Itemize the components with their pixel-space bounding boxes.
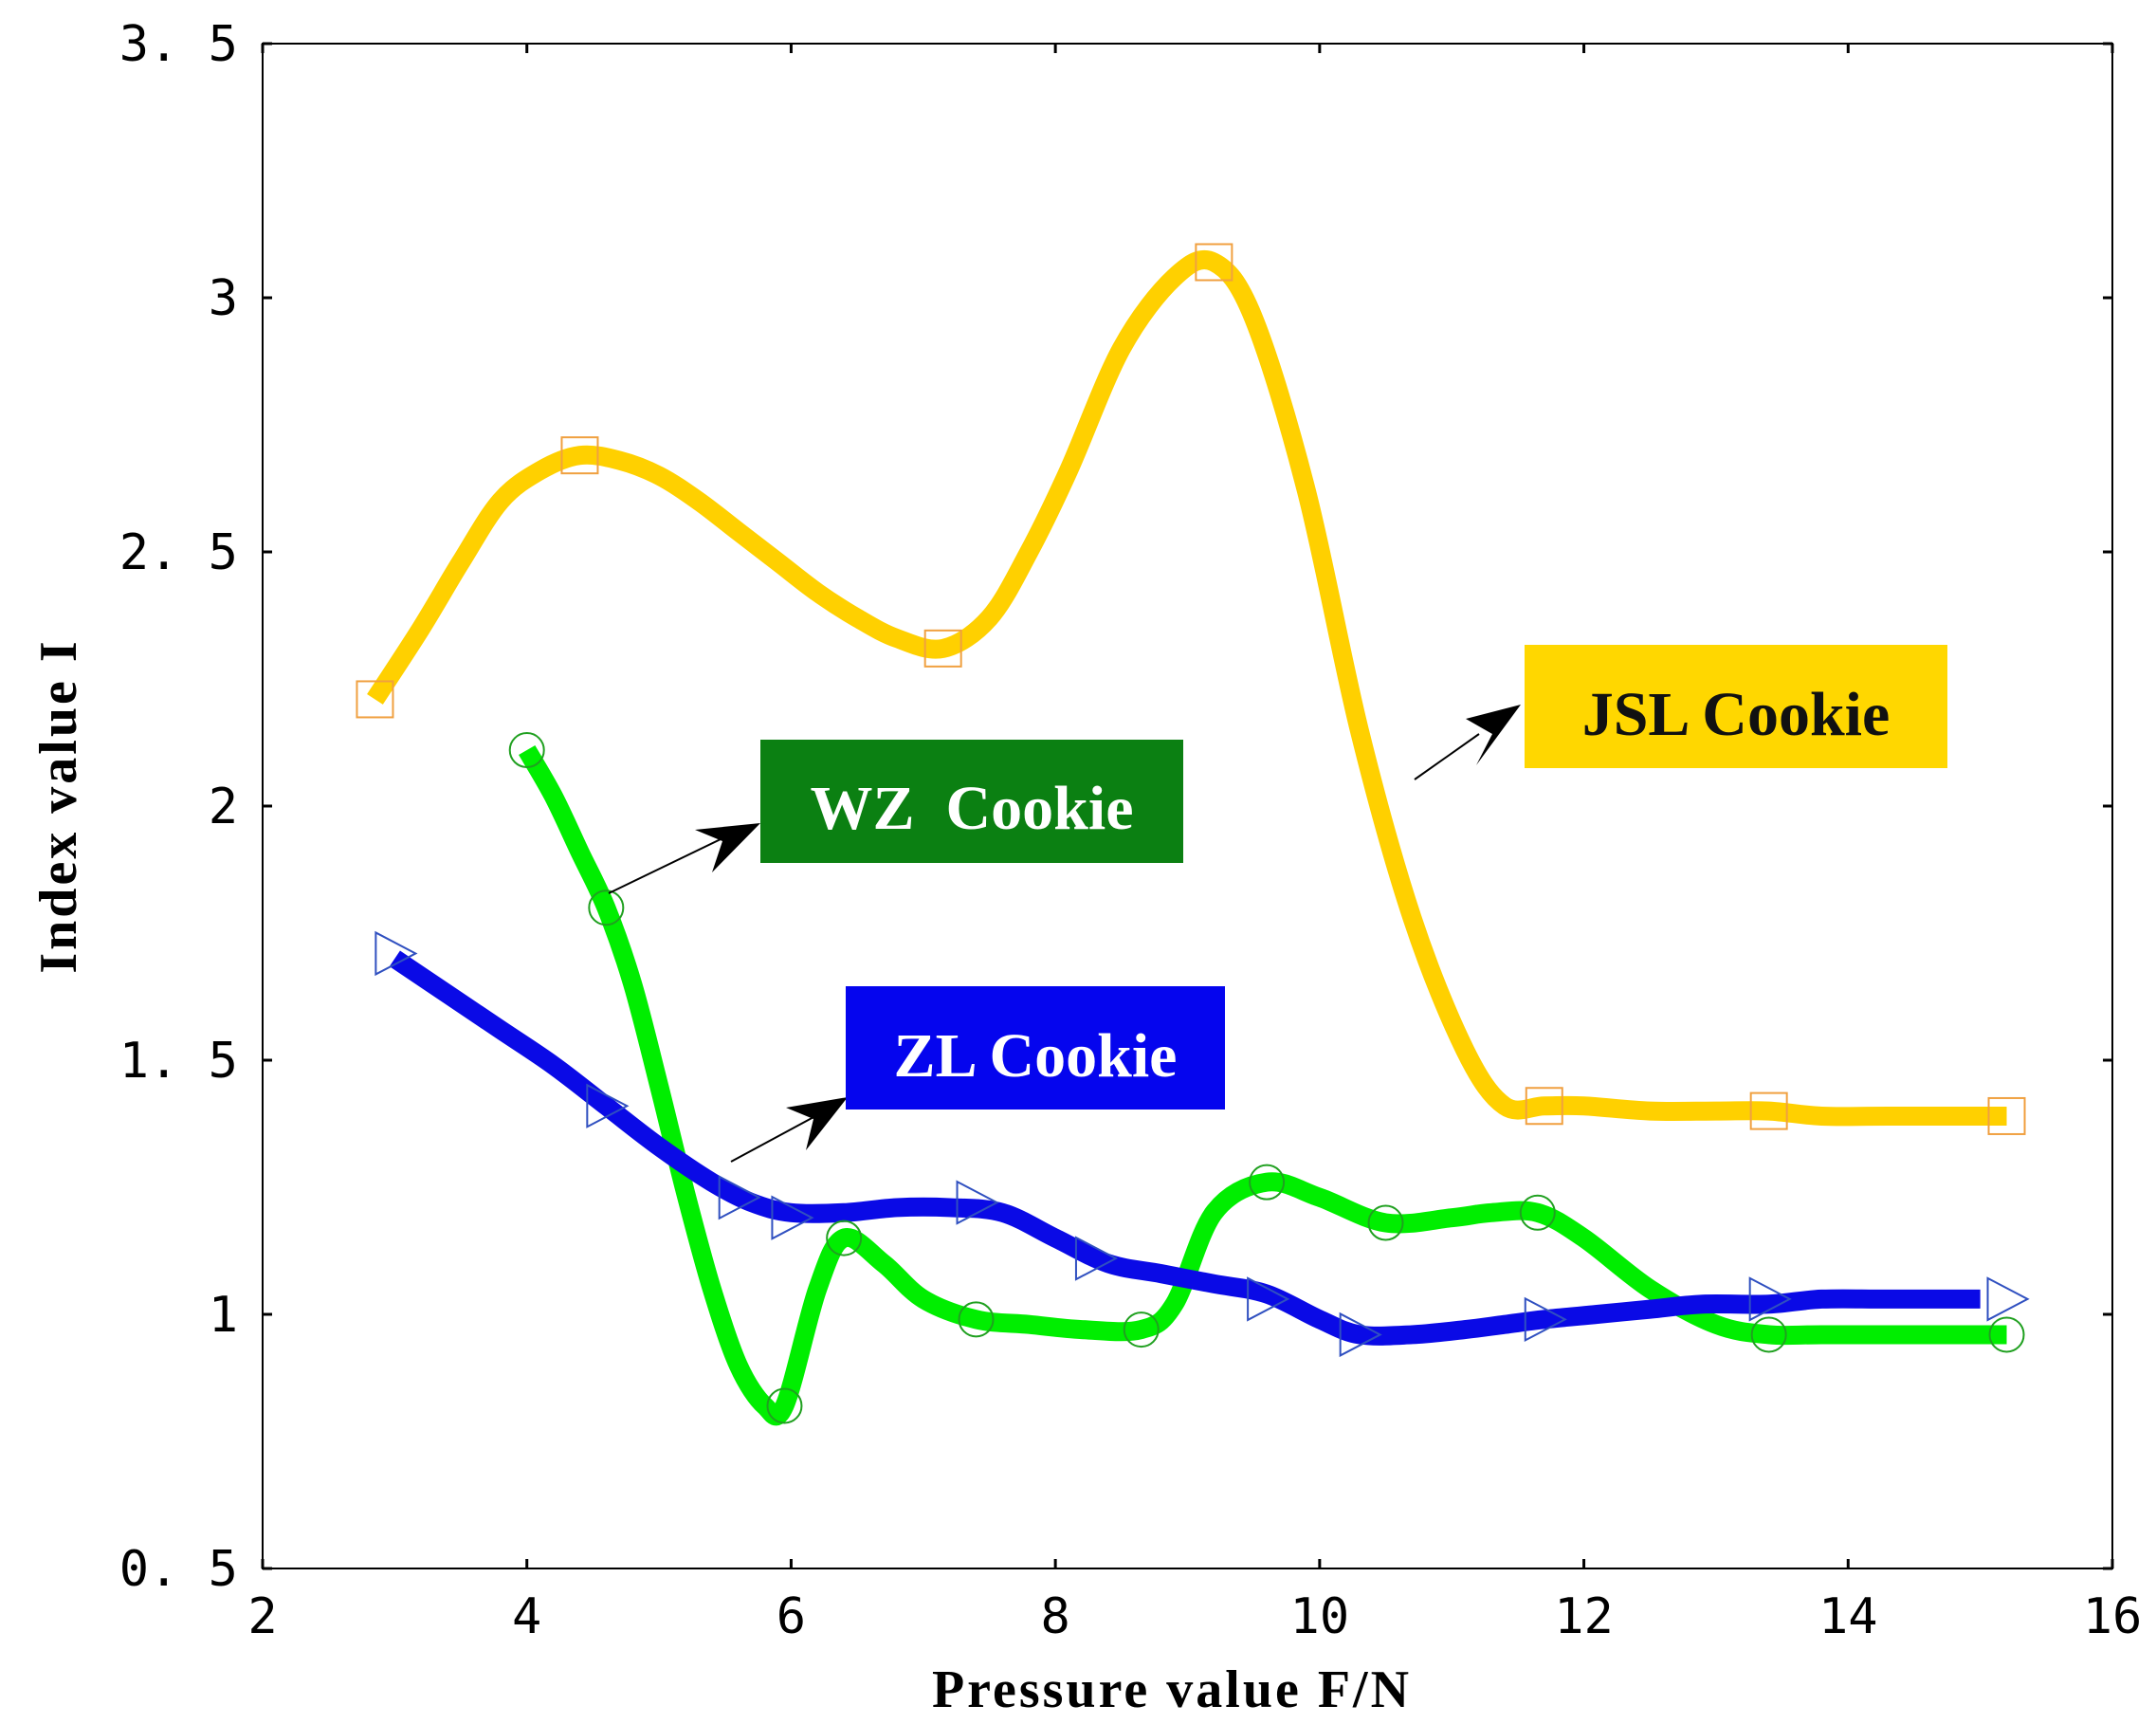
- zl-cookie-marker: [1986, 1276, 2030, 1322]
- x-tick-label: 8: [1040, 1588, 1069, 1645]
- zl-cookie-marker: [771, 1195, 814, 1240]
- x-axis-title: Pressure value F/N: [932, 1660, 1412, 1719]
- wz-cookie-marker: [766, 1387, 803, 1424]
- jsl-cookie-arrowhead: [1466, 705, 1521, 765]
- wz-cookie-marker: [508, 732, 545, 769]
- zl-cookie-marker: [586, 1083, 630, 1128]
- x-tick-label: 14: [1818, 1588, 1878, 1645]
- jsl-cookie-marker: [1749, 1091, 1788, 1130]
- y-tick-label: 3: [209, 270, 238, 327]
- zl-cookie-series-line: [389, 950, 1981, 1346]
- x-tick-label: 6: [777, 1588, 806, 1645]
- wz-cookie-marker: [958, 1301, 995, 1338]
- zl-cookie-marker: [956, 1180, 999, 1225]
- series-layer: [367, 249, 2007, 1426]
- zl-cookie-arrowhead: [786, 1097, 848, 1150]
- jsl-cookie-marker: [1987, 1096, 2026, 1135]
- x-tick-label: 4: [512, 1588, 541, 1645]
- wz-cookie-label: WZ Cookie: [810, 774, 1133, 843]
- jsl-cookie-marker: [923, 629, 962, 668]
- zl-cookie-marker: [1074, 1236, 1119, 1281]
- y-tick-label: 1: [209, 1287, 238, 1344]
- jsl-cookie-marker: [1525, 1087, 1563, 1126]
- y-tick-label: 3. 5: [119, 16, 238, 73]
- axis-tick-labels: 2 4 6 8 10 12 14 16 0. 5 1 1. 5 2 2. 5 3 3. 5: [119, 16, 2143, 1645]
- wz-cookie-marker: [1519, 1194, 1556, 1231]
- zl-cookie-marker: [718, 1175, 761, 1220]
- jsl-cookie-marker: [560, 436, 599, 475]
- x-tick-label: 2: [247, 1588, 277, 1645]
- y-tick-label: 0. 5: [119, 1541, 238, 1598]
- x-tick-label: 12: [1554, 1588, 1614, 1645]
- wz-cookie-marker: [826, 1220, 863, 1256]
- jsl-cookie-arrow-line: [1414, 733, 1480, 780]
- wz-cookie-marker: [588, 890, 625, 926]
- zl-cookie-marker: [375, 930, 418, 977]
- wz-cookie-label-box: [760, 740, 1183, 863]
- zl-cookie-marker: [1339, 1311, 1382, 1358]
- zl-cookie-label-box: [846, 986, 1225, 1110]
- jsl-cookie-marker: [356, 680, 394, 719]
- zl-cookie-marker: [1524, 1296, 1567, 1343]
- annotation-layer: JSL Cookie WZ Cookie ZL Cookie: [608, 645, 1947, 1163]
- y-tick-label: 2. 5: [119, 524, 238, 581]
- y-tick-label: 1. 5: [119, 1033, 238, 1090]
- axis-ticks: [261, 42, 2114, 1570]
- zl-cookie-marker: [1748, 1276, 1792, 1322]
- zl-cookie-arrow-line: [730, 1115, 816, 1163]
- wz-cookie-marker: [1367, 1204, 1404, 1241]
- wz-cookie-marker: [1123, 1311, 1160, 1348]
- jsl-cookie-series-line: [367, 249, 2007, 1127]
- y-axis-title: Index value I: [29, 638, 88, 973]
- wz-cookie-series-line: [519, 744, 2007, 1426]
- y-tick-label: 2: [209, 779, 238, 835]
- wz-cookie-arrowhead: [695, 823, 760, 872]
- zl-cookie-label: ZL Cookie: [894, 1021, 1178, 1091]
- wz-cookie-arrow-line: [608, 838, 722, 894]
- x-tick-label: 10: [1290, 1588, 1350, 1645]
- jsl-cookie-label-box: [1525, 645, 1947, 768]
- jsl-cookie-label: JSL Cookie: [1582, 680, 1891, 749]
- jsl-cookie-marker: [1195, 243, 1233, 282]
- wz-cookie-marker: [1249, 1164, 1286, 1201]
- wz-cookie-marker: [1988, 1316, 2025, 1353]
- zl-cookie-marker: [1247, 1276, 1290, 1322]
- x-tick-label: 16: [2083, 1588, 2143, 1645]
- wz-cookie-marker: [1750, 1316, 1787, 1353]
- marker-layer: [356, 243, 2030, 1424]
